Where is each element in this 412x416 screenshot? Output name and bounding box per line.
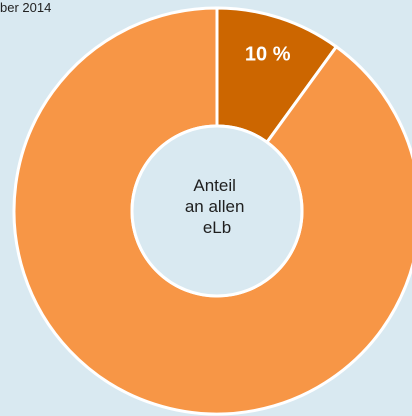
center-label-line-1: Anteil <box>193 176 236 195</box>
center-label-line-3: eLb <box>203 218 231 237</box>
header-partial-text: ber 2014 <box>0 0 52 15</box>
center-label-line-2: an allen <box>185 197 245 216</box>
slice-label-1: 10 % <box>245 43 291 65</box>
center-label: Anteil an allen eLb <box>185 176 249 237</box>
donut-center-hole <box>130 124 304 298</box>
